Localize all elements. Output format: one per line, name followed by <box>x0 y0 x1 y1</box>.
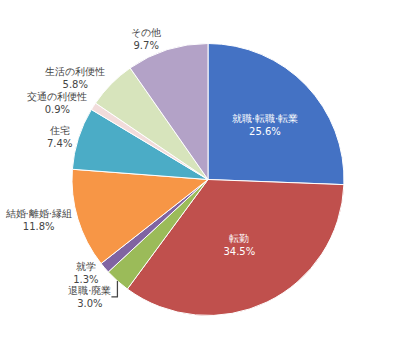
svg-text:転勤34.5%: 転勤34.5% <box>223 233 255 257</box>
svg-text:退職·廃業3.0%: 退職·廃業3.0% <box>68 285 111 309</box>
svg-text:住宅7.4%: 住宅7.4% <box>47 125 72 149</box>
svg-text:生活の利便性5.8%: 生活の利便性5.8% <box>45 66 105 90</box>
svg-text:結婚·離婚·縁組11.8%: 結婚·離婚·縁組11.8% <box>5 208 72 232</box>
svg-text:就学1.3%: 就学1.3% <box>73 261 98 285</box>
svg-text:交通の利便性0.9%: 交通の利便性0.9% <box>27 91 87 115</box>
svg-text:その他9.7%: その他9.7% <box>131 27 161 51</box>
svg-text:就職·転職·転業25.6%: 就職·転職·転業25.6% <box>232 113 298 137</box>
